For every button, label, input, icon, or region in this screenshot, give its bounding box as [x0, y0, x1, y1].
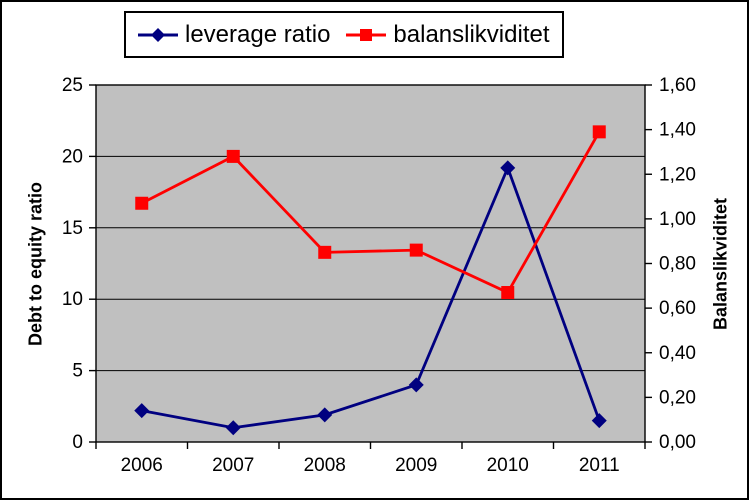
data-point-balanslikviditet-2007 [226, 149, 240, 163]
left-axis-tick-label: 20 [62, 146, 83, 167]
data-point-leverage-ratio-2008 [317, 407, 333, 423]
right-axis-title: Balanslikviditet [710, 197, 731, 331]
right-axis-tick-label: 0,20 [659, 387, 696, 408]
x-axis-tick-label: 2009 [395, 455, 437, 476]
legend-label-leverage-ratio: leverage ratio [185, 20, 331, 48]
right-axis-tick-label: 1,00 [659, 209, 696, 230]
left-axis-title: Debt to equity ratio [25, 181, 46, 347]
legend-item-leverage-ratio: leverage ratio [138, 21, 330, 49]
data-point-balanslikviditet-2011 [592, 125, 606, 139]
x-axis-tick-label: 2010 [487, 455, 529, 476]
legend-marker-diamond-icon [138, 27, 178, 42]
right-axis-tick-label: 0,00 [659, 432, 696, 453]
left-axis-tick-label: 10 [62, 289, 83, 310]
data-point-leverage-ratio-2011 [591, 413, 607, 429]
legend-item-balanslikviditet: balanslikviditet [346, 20, 550, 49]
right-axis-tick-label: 0,60 [659, 298, 696, 319]
right-axis-tick-label: 1,60 [659, 75, 696, 96]
data-point-balanslikviditet-2010 [501, 286, 515, 300]
data-point-balanslikviditet-2006 [135, 196, 149, 210]
legend-label-balanslikviditet: balanslikviditet [393, 20, 550, 48]
chart-legend: leverage ratio balanslikviditet [124, 11, 564, 58]
right-axis-tick-label: 1,40 [659, 120, 696, 141]
series-line-leverage-ratio [141, 163, 601, 430]
x-axis-tick-label: 2006 [121, 455, 163, 476]
left-axis-tick-label: 15 [62, 218, 83, 239]
plot-area [96, 85, 645, 442]
x-axis-tick-label: 2011 [579, 455, 620, 476]
x-axis-tick-label: 2008 [304, 455, 346, 476]
data-point-balanslikviditet-2009 [409, 243, 423, 257]
data-point-leverage-ratio-2009 [408, 377, 424, 393]
left-axis-tick-label: 25 [62, 75, 83, 96]
right-axis-tick-label: 0,80 [659, 254, 696, 275]
series-line-balanslikviditet [141, 131, 601, 295]
right-axis-tick-label: 0,40 [659, 343, 696, 364]
left-axis-tick-label: 5 [72, 361, 83, 382]
left-axis-tick-label: 0 [72, 432, 83, 453]
data-point-balanslikviditet-2008 [318, 245, 332, 259]
data-point-leverage-ratio-2007 [225, 420, 241, 436]
x-axis-tick-label: 2007 [212, 455, 254, 476]
right-axis-tick-label: 1,20 [659, 164, 696, 185]
data-point-leverage-ratio-2010 [500, 160, 516, 176]
data-point-leverage-ratio-2006 [134, 403, 150, 419]
legend-marker-square-icon [346, 28, 387, 41]
